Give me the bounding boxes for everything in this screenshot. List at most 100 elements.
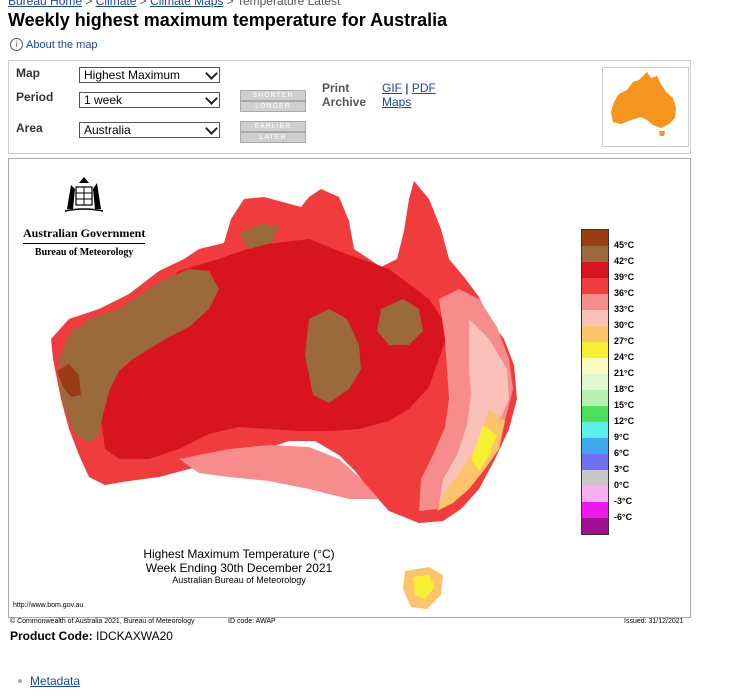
legend-swatch <box>581 326 609 342</box>
brown-north-region <box>239 223 279 249</box>
legend-swatch <box>581 278 609 294</box>
caption-line-2: Week Ending 30th December 2021 <box>145 561 333 575</box>
pink-south-region <box>179 445 379 499</box>
area-label: Area <box>16 121 43 135</box>
legend-swatch <box>581 358 609 374</box>
legend-label: 18°C <box>614 384 635 394</box>
legend-swatches: 45°C 42°C 39°C 36°C 33°C 30°C 27°C 24°C 21°C 18°C… <box>581 229 634 535</box>
legend-label: 24°C <box>614 352 635 362</box>
temperature-legend: 45°C 42°C 39°C 36°C 33°C 30°C 27°C 24°C 21°C 18°C… <box>581 229 634 535</box>
about-map-row: i About the map <box>10 38 98 51</box>
legend-swatch <box>581 502 609 518</box>
legend-swatch <box>581 486 609 502</box>
print-archive-labels: Print Archive <box>322 81 366 109</box>
map-label: Map <box>16 66 40 80</box>
legend-label: 6°C <box>614 448 630 458</box>
link-separator: | <box>405 81 409 95</box>
breadcrumb: Bureau Home > Climate > Climate Maps > T… <box>8 0 340 8</box>
legend-label: -3°C <box>614 496 633 506</box>
legend-swatch <box>581 518 609 534</box>
breadcrumb-climate-maps[interactable]: Climate Maps <box>150 0 224 8</box>
legend-swatch <box>581 406 609 422</box>
archive-maps-link[interactable]: Maps <box>382 95 412 109</box>
map-select[interactable]: Highest Maximum <box>79 67 220 83</box>
product-code-row: Product Code: IDCKAXWA20 <box>10 629 173 643</box>
chevron-down-icon <box>205 92 218 105</box>
brown-east-region <box>377 299 423 345</box>
archive-label: Archive <box>322 95 367 109</box>
legend-swatch <box>581 246 609 262</box>
legend-swatch <box>581 390 609 406</box>
tasmania-inner <box>413 575 435 599</box>
chevron-down-icon <box>205 67 218 80</box>
info-icon: i <box>10 38 23 51</box>
legend-swatch <box>581 230 609 246</box>
legend-label: 27°C <box>614 336 635 346</box>
metadata-link[interactable]: Metadata <box>30 674 81 688</box>
legend-swatch <box>581 422 609 438</box>
longer-button[interactable]: LONGER <box>240 101 306 112</box>
temperature-map: Australian Government Bureau of Meteorol… <box>8 158 691 618</box>
caption-line-3: Australian Bureau of Meteorology <box>172 575 306 585</box>
legend-label: 36°C <box>614 288 635 298</box>
brown-west-region <box>59 269 219 443</box>
period-select[interactable]: 1 week <box>79 92 220 108</box>
legend-swatch <box>581 310 609 326</box>
legend-label: 39°C <box>614 272 635 282</box>
government-logo: Australian Government Bureau of Meteorol… <box>23 173 146 258</box>
legend-swatch <box>581 438 609 454</box>
area-select-value: Australia <box>84 123 131 137</box>
pale-yellow-region <box>471 425 497 471</box>
brown-central-region <box>305 309 361 403</box>
metadata-row: Metadata <box>18 674 80 688</box>
legend-label: 45°C <box>614 240 635 250</box>
breadcrumb-current: Temperature Latest <box>236 0 341 8</box>
period-select-value: 1 week <box>84 93 123 107</box>
caption-line-1: Highest Maximum Temperature (°C) <box>143 547 335 561</box>
australia-temperature-map <box>51 181 517 609</box>
legend-swatch <box>581 342 609 358</box>
about-map-link[interactable]: About the map <box>26 38 98 51</box>
breadcrumb-bureau-home[interactable]: Bureau Home <box>8 0 83 8</box>
issued-date: Issued: 31/12/2021 <box>624 618 684 625</box>
area-select[interactable]: Australia <box>79 122 220 138</box>
legend-swatch <box>581 470 609 486</box>
product-code-value: IDCKAXWA20 <box>96 629 173 643</box>
pdf-link[interactable]: PDF <box>411 81 436 95</box>
australia-icon <box>611 72 676 136</box>
earlier-button[interactable]: EARLIER <box>240 121 306 132</box>
legend-label: 0°C <box>614 480 630 490</box>
legend-swatch <box>581 454 609 470</box>
bom-url: http://www.bom.gov.au <box>13 602 84 609</box>
print-label: Print <box>322 81 350 95</box>
copyright-text: © Commonwealth of Australia 2021, Bureau… <box>10 618 195 625</box>
chevron-down-icon <box>205 122 218 135</box>
bullet-icon <box>18 679 22 683</box>
legend-label: 21°C <box>614 368 635 378</box>
legend-label: 33°C <box>614 304 635 314</box>
legend-swatch <box>581 294 609 310</box>
legend-label: 3°C <box>614 464 630 474</box>
page-title: Weekly highest maximum temperature for A… <box>8 10 448 30</box>
legend-label: 12°C <box>614 416 635 426</box>
map-select-value: Highest Maximum <box>84 68 181 82</box>
govt-line-1: Australian Government <box>23 226 146 244</box>
breadcrumb-climate[interactable]: Climate <box>95 0 137 8</box>
legend-label: 9°C <box>614 432 630 442</box>
id-code: ID code: AWAP <box>228 618 276 625</box>
legend-label: 15°C <box>614 400 635 410</box>
coat-of-arms-icon <box>65 177 104 212</box>
gif-link[interactable]: GIF <box>382 81 402 95</box>
darkest-west-region <box>57 364 81 397</box>
shorter-button[interactable]: SHORTER <box>240 90 306 101</box>
govt-line-2: Bureau of Meteorology <box>34 247 134 258</box>
map-controls-panel: Map Highest Maximum Period 1 week Area A… <box>8 60 691 154</box>
later-button[interactable]: LATER <box>240 132 306 143</box>
legend-label: 30°C <box>614 320 635 330</box>
australia-minimap[interactable] <box>602 67 689 147</box>
legend-label: -6°C <box>614 512 633 522</box>
period-label: Period <box>16 90 54 104</box>
map-caption: Highest Maximum Temperature (°C) Week En… <box>129 547 349 585</box>
legend-label: 42°C <box>614 256 635 266</box>
product-code-label: Product Code: <box>10 629 93 643</box>
